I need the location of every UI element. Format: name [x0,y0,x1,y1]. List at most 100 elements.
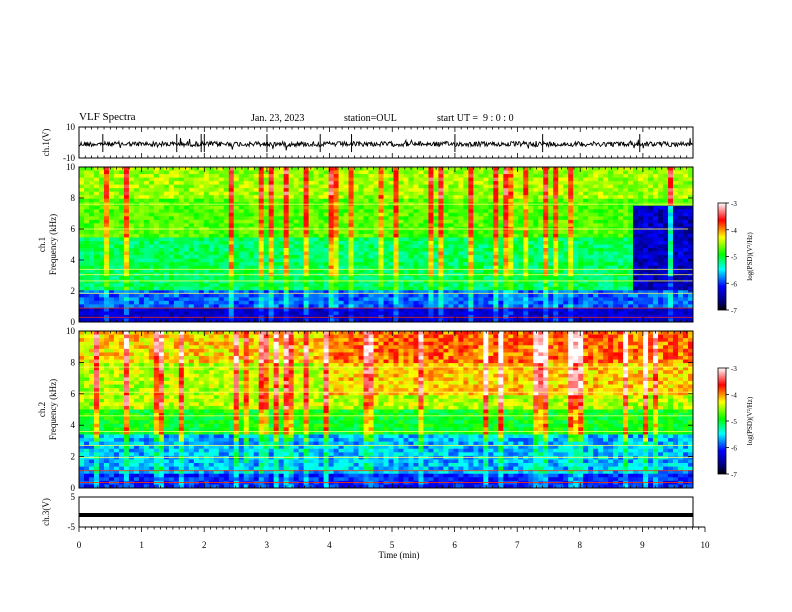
spectrogram-cell [528,212,534,217]
spectrogram-cell [168,300,175,305]
spectrogram-cell [583,237,589,242]
spectrogram-cell [378,269,384,274]
spectrogram-cell [468,307,474,312]
spectrogram-cell [413,318,419,323]
spectrogram-cell [148,283,155,288]
spectrogram-cell [453,279,459,284]
spectrogram-cell [238,205,245,210]
spectrogram-cell [218,304,225,309]
spectrogram-cell [358,237,364,242]
spectrogram-cell [283,283,290,288]
spectrogram-cell [143,269,150,274]
spectrogram-cell [423,188,429,193]
spectrogram-cell [318,219,324,224]
spectrogram-cell [348,248,354,252]
spectrogram-cell [358,262,364,267]
spectrogram-cell [353,230,359,235]
spectrogram-cell [528,300,534,305]
spectrogram-cell [353,318,359,323]
spectrogram-cell [303,293,310,298]
spectrogram-cell [328,209,334,214]
spectrogram-cell [298,240,305,245]
spectrogram-cell [253,244,260,249]
spectrogram-cell [468,265,474,270]
spectrogram-cell [268,311,275,316]
spectrogram-cell [403,230,409,235]
spectrogram-cell [608,279,614,284]
spectrogram-cell [123,223,130,228]
spectrogram-cell [348,223,354,228]
spectrogram-cell [473,198,479,203]
spectrogram-cell [293,233,300,238]
spectrogram-cell [263,195,270,200]
spectrogram-cell [433,276,439,281]
spectrogram-cell [308,184,315,189]
spectrogram-cell [243,191,250,196]
spectrogram-cell [608,223,614,228]
spectrogram-cell [378,311,384,316]
spectrogram-cell [88,300,95,305]
spectrogram-cell [588,286,594,291]
spectrogram-cell [428,258,434,263]
spectrogram-cell [588,248,594,252]
spectrogram-cell [518,230,524,235]
spectrogram-cell [598,297,604,302]
spectrogram-cell [93,269,100,274]
spectrogram-cell [188,283,195,288]
spectrogram-cell [203,286,210,291]
spectrogram-cell [218,219,225,224]
spectrogram-cell [553,297,559,302]
spectrogram-cell [133,170,140,175]
spectrogram-cell [253,181,260,186]
spectrogram-cell [183,258,190,263]
spectrogram-cell [79,269,85,274]
spectrogram-cell [263,279,270,284]
spectrogram-cell [308,248,315,252]
spectrogram-cell [158,283,165,288]
spectrogram-cell [423,269,429,274]
spectrogram-cell [243,219,250,224]
spectrogram-cell [558,265,564,270]
spectrogram-cell [253,276,260,281]
spectrogram-cell [368,276,374,281]
spectrogram-cell [493,174,499,178]
spectrogram-cell [133,283,140,288]
spectrogram-cell [428,286,434,291]
spectrogram-cell [533,262,539,267]
spectrogram-cell [603,170,609,175]
spectrogram-cell [148,230,155,235]
spectrogram-cell [258,233,265,238]
spectrogram-cell [438,170,444,175]
spectrogram-cell [608,184,614,189]
spectrogram-cell [268,297,275,302]
spectrogram-cell [443,307,449,312]
spectrogram-cell [188,216,195,221]
spectrogram-cell [573,167,579,171]
spectrogram-cell [498,248,504,252]
spectrogram-cell [148,244,155,249]
spectrogram-cell [393,233,399,238]
spectrogram-cell [233,297,240,302]
spectrogram-cell [398,184,404,189]
spectrogram-cell [103,283,110,288]
spectrogram-cell [368,184,374,189]
spectrogram-cell [408,223,414,228]
spectrogram-cell [573,240,579,245]
spectrogram-cell [543,293,549,298]
spectrogram-cell [208,198,215,203]
spectrogram-cell [103,237,110,242]
spectrogram-cell [533,318,539,323]
spectrogram-cell [248,248,255,252]
spectrogram-cell [313,290,320,295]
spectrogram-cell [418,170,424,175]
spectrogram-cell [488,248,494,252]
spectrogram-cell [583,307,589,312]
spectrogram-cell [148,223,155,228]
spectrogram-cell [538,283,544,288]
spectrogram-cell [478,184,484,189]
spectrogram-cell [328,283,334,288]
spectrogram-cell [543,262,549,267]
spectrogram-cell [373,188,379,193]
spectrogram-cell [468,251,474,256]
spectrogram-cell [373,307,379,312]
